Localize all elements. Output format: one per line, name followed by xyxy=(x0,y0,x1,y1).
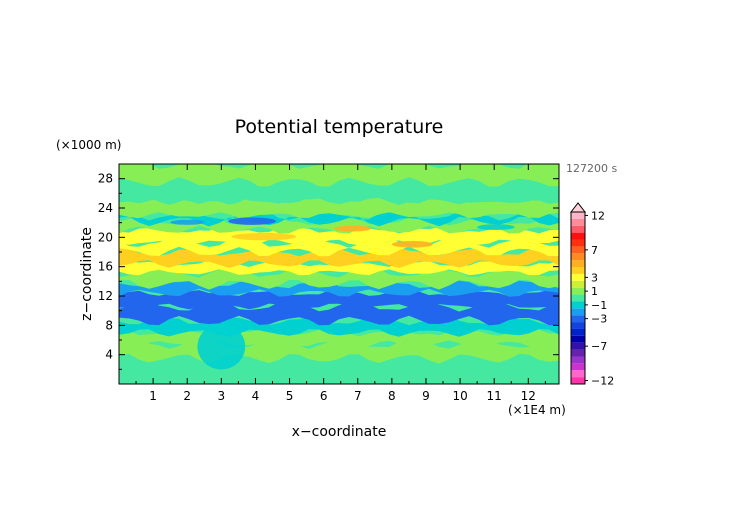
colorbar-swatch xyxy=(571,356,585,364)
field-feature xyxy=(170,219,205,225)
colorbar-swatch xyxy=(571,335,585,343)
colorbar-swatch xyxy=(571,377,585,384)
colorbar-extend-arrow xyxy=(569,202,587,213)
field-band xyxy=(119,237,559,257)
colorbar-label: 1 xyxy=(591,285,598,298)
y-tick-label: 16 xyxy=(98,260,113,274)
colorbar-swatch xyxy=(571,349,585,357)
y-tick-label: 20 xyxy=(98,230,113,244)
field-band xyxy=(119,267,559,290)
field-feature xyxy=(228,217,276,225)
x-tick-label: 7 xyxy=(354,389,362,403)
x-unit-label: (×1E4 m) xyxy=(508,403,566,417)
colorbar-swatch xyxy=(571,267,585,274)
y-tick-label: 24 xyxy=(98,201,113,215)
x-tick-label: 9 xyxy=(422,389,430,403)
chart-title: Potential temperature xyxy=(235,116,444,138)
colorbar-swatch xyxy=(571,253,585,261)
y-tick-label: 4 xyxy=(105,348,113,362)
colorbar-swatch xyxy=(571,294,585,302)
colorbar: 12 7 31−1−3 −7 −12 xyxy=(569,202,614,388)
x-tick-label: 10 xyxy=(452,389,467,403)
field-band xyxy=(119,164,559,187)
colorbar-swatch xyxy=(571,342,585,350)
y-tick-label: 12 xyxy=(98,289,113,303)
colorbar-label: 7 xyxy=(591,244,598,257)
colorbar-label: −7 xyxy=(591,340,607,353)
x-tick-label: 1 xyxy=(149,389,157,403)
colorbar-swatch xyxy=(571,370,585,378)
field-band xyxy=(119,260,559,276)
colorbar-swatch xyxy=(571,287,585,295)
field-feature xyxy=(477,224,515,230)
colorbar-label: −12 xyxy=(591,375,614,388)
x-tick-label: 12 xyxy=(521,389,536,403)
field-feature xyxy=(350,254,559,261)
colorbar-swatch xyxy=(571,301,585,309)
colorbar-swatch xyxy=(571,273,585,281)
time-label: 127200 s xyxy=(566,162,617,175)
field-feature xyxy=(231,232,297,241)
colorbar-swatch xyxy=(571,308,585,316)
colorbar-swatch xyxy=(571,363,585,371)
field-band xyxy=(119,301,559,326)
colorbar-swatch xyxy=(571,322,585,329)
x-tick-label: 3 xyxy=(218,389,226,403)
x-tick-label: 11 xyxy=(487,389,502,403)
y-unit-label: (×1000 m) xyxy=(56,138,121,152)
field-band xyxy=(119,338,559,364)
colorbar-swatch xyxy=(571,246,585,254)
colorbar-swatch xyxy=(571,315,585,323)
colorbar-label: −1 xyxy=(591,299,607,312)
field-band xyxy=(119,178,559,205)
colorbar-swatch xyxy=(571,212,585,219)
colorbar-swatch xyxy=(571,239,585,247)
colorbar-label: 12 xyxy=(591,209,605,222)
x-tick-label: 4 xyxy=(252,389,260,403)
y-tick-label: 28 xyxy=(98,172,113,186)
colorbar-swatch xyxy=(571,218,585,226)
x-tick-label: 5 xyxy=(286,389,294,403)
x-tick-label: 6 xyxy=(320,389,328,403)
x-tick-label: 2 xyxy=(183,389,191,403)
plot-frame xyxy=(118,163,560,385)
colorbar-swatch xyxy=(571,232,585,240)
colorbar-swatch xyxy=(571,260,585,268)
y-axis-label: z−coordinate xyxy=(79,227,95,321)
y-tick-label: 8 xyxy=(105,318,113,332)
heatmap-field xyxy=(119,164,559,384)
x-tick-label: 8 xyxy=(388,389,396,403)
colorbar-label: 3 xyxy=(591,271,598,284)
field-feature xyxy=(391,241,433,248)
field-feature xyxy=(197,323,246,370)
field-feature xyxy=(333,225,372,232)
field-band xyxy=(119,210,559,227)
x-axis-label: x−coordinate xyxy=(292,424,387,440)
colorbar-swatch xyxy=(571,225,585,233)
colorbar-swatch xyxy=(571,328,585,336)
field-band xyxy=(119,217,559,234)
field-band xyxy=(119,289,559,310)
colorbar-label: −3 xyxy=(591,313,607,326)
colorbar-swatch xyxy=(571,280,585,288)
